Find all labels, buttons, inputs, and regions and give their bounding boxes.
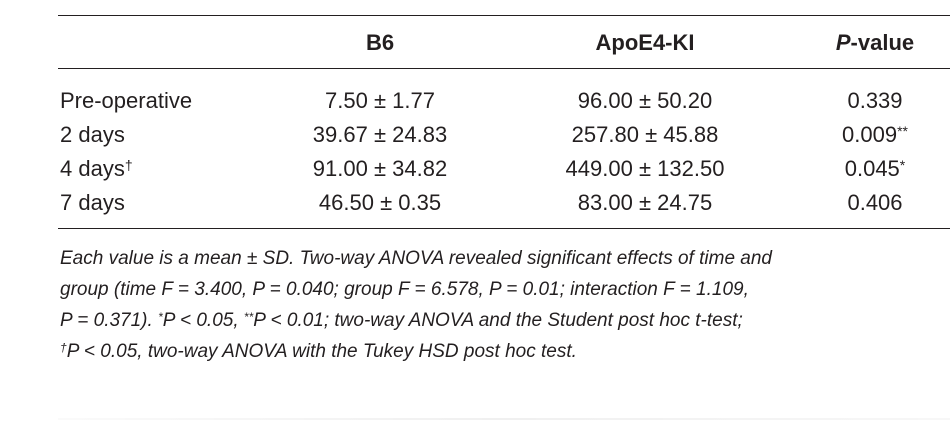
cell-b6: 46.50 ± 0.35 — [318, 190, 442, 215]
header-p-italic: P — [835, 30, 851, 55]
footnote-text: P = 0.371). — [60, 310, 159, 331]
table-header: B6 ApoE4-KI P-value — [0, 30, 950, 60]
cell-p-mark: * — [899, 157, 906, 173]
top-rule — [58, 15, 950, 16]
header-p-value: P-value — [800, 30, 950, 56]
cell-p-text: 0.339 — [847, 88, 903, 113]
table-row: 2 days 39.67 ± 24.83 257.80 ± 45.88 0.00… — [0, 120, 950, 150]
footnote-double-star-mark: ** — [243, 310, 254, 324]
table-row: 7 days 46.50 ± 0.35 83.00 ± 24.75 0.406 — [0, 188, 950, 218]
header-apoe4-ki: ApoE4-KI — [595, 30, 695, 55]
cell-b6: 39.67 ± 24.83 — [312, 122, 448, 147]
row-label: 4 days† — [60, 154, 290, 184]
row-label-text: 2 days — [60, 122, 125, 147]
cell-b6: 91.00 ± 34.82 — [312, 156, 448, 181]
footnote-line: group (time F = 3.400, P = 0.040; group … — [60, 279, 749, 300]
footnote-star-mark: * — [158, 310, 163, 324]
row-label-text: Pre-operative — [60, 88, 193, 113]
cell-p-value: 0.406 — [800, 188, 950, 218]
scan-artifact — [58, 418, 950, 420]
cell-apoe4-ki: 83.00 ± 24.75 — [577, 190, 713, 215]
header-rule — [58, 68, 950, 69]
header-p-rest: -value — [850, 30, 915, 55]
cell-apoe4-ki: 257.80 ± 45.88 — [571, 122, 719, 147]
header-b6: B6 — [365, 30, 395, 55]
row-label: 2 days — [60, 120, 290, 150]
footnote-text: P < 0.05, — [162, 310, 244, 331]
row-label-text: 4 days — [60, 156, 125, 181]
footnote-dagger-mark: † — [60, 341, 67, 355]
footnote-line: †P < 0.05, two-way ANOVA with the Tukey … — [60, 336, 950, 367]
footnote-line: P = 0.371). *P < 0.05, **P < 0.01; two-w… — [60, 305, 950, 336]
cell-p-value: 0.339 — [800, 86, 950, 116]
cell-p-text: 0.045 — [844, 156, 900, 181]
footnote-line: Each value is a mean ± SD. Two-way ANOVA… — [60, 248, 772, 269]
cell-apoe4-ki: 449.00 ± 132.50 — [565, 156, 725, 181]
row-label-mark: † — [124, 157, 133, 173]
bottom-rule — [58, 228, 950, 229]
cell-p-value: 0.045* — [800, 154, 950, 184]
cell-p-text: 0.406 — [847, 190, 903, 215]
footnote-text: P < 0.05, two-way ANOVA with the Tukey H… — [66, 341, 577, 362]
cell-b6: 7.50 ± 1.77 — [325, 88, 435, 113]
table-footnote: Each value is a mean ± SD. Two-way ANOVA… — [60, 243, 950, 367]
cell-p-value: 0.009** — [800, 120, 950, 150]
row-label: 7 days — [60, 188, 290, 218]
cell-apoe4-ki: 96.00 ± 50.20 — [577, 88, 713, 113]
row-label-text: 7 days — [60, 190, 125, 215]
table-row: 4 days† 91.00 ± 34.82 449.00 ± 132.50 0.… — [0, 154, 950, 184]
cell-p-text: 0.009 — [842, 122, 898, 147]
row-label: Pre-operative — [60, 86, 290, 116]
cell-p-mark: ** — [897, 123, 908, 139]
table-row: Pre-operative 7.50 ± 1.77 96.00 ± 50.20 … — [0, 86, 950, 116]
footnote-text: P < 0.01; two-way ANOVA and the Student … — [253, 310, 743, 331]
